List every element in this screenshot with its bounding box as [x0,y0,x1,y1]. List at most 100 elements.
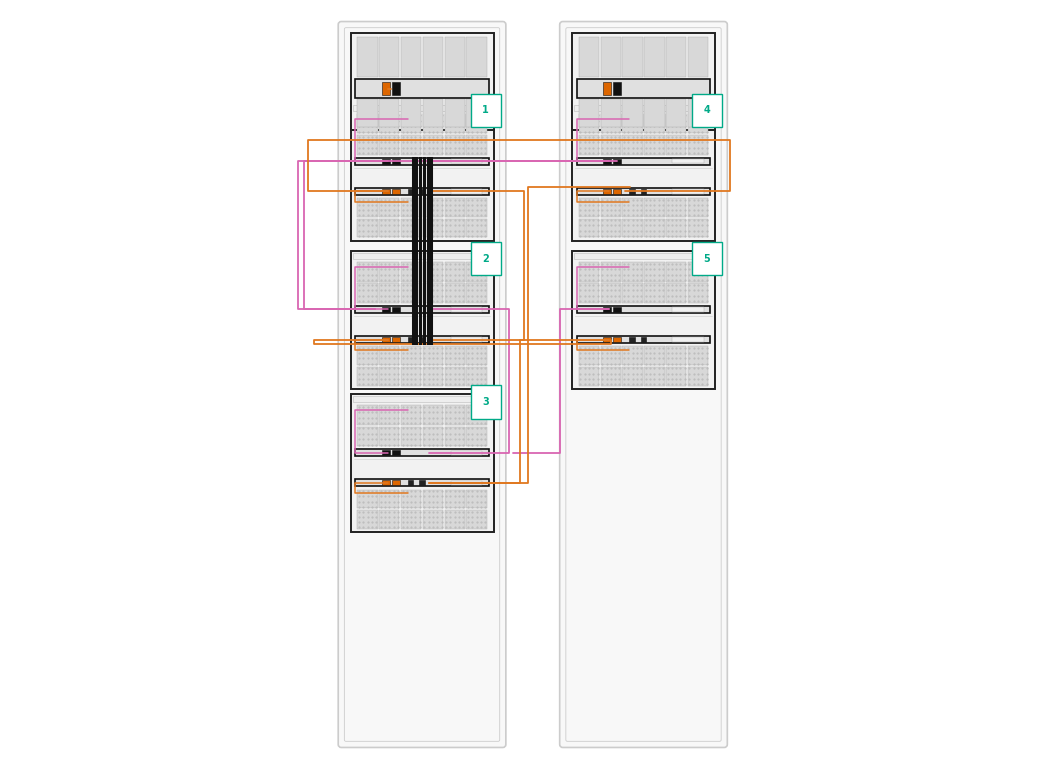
Bar [687,37,709,77]
Bar [666,218,686,238]
Bar [614,307,621,312]
Bar [445,198,465,217]
Bar [445,283,465,303]
Bar [466,198,486,217]
Bar [379,283,399,303]
Bar [666,283,686,303]
Bar [445,490,465,508]
Bar [687,198,709,217]
Bar [382,158,389,164]
Bar [445,346,465,365]
Bar [379,346,399,365]
Bar [358,367,378,386]
Bar [629,337,635,342]
Bar [422,405,443,425]
Bar [379,262,399,281]
Bar [422,367,443,386]
Bar [687,346,709,365]
FancyBboxPatch shape [338,22,505,747]
Bar [603,337,612,342]
Bar [422,114,443,134]
Bar [672,189,703,194]
Bar [466,218,486,238]
Bar [358,114,378,134]
Bar [666,367,686,386]
Bar [622,114,643,134]
Bar [422,37,443,77]
Bar [614,337,621,342]
Bar [445,427,465,446]
Bar [466,114,486,134]
Bar [355,158,489,165]
Bar [422,490,443,508]
Bar [401,262,421,281]
Bar [601,37,621,77]
Bar [572,251,715,389]
Bar [577,306,711,313]
FancyBboxPatch shape [560,22,728,747]
Bar [358,346,378,365]
Bar [622,283,643,303]
Bar [355,449,489,456]
Bar [622,198,643,217]
Bar [603,82,612,95]
Bar [451,481,482,485]
Text: 4: 4 [703,105,711,115]
Bar [645,198,665,217]
Bar [379,198,399,217]
Bar [379,510,399,529]
Bar [422,99,443,128]
Bar [666,37,686,77]
Bar [614,189,621,194]
Bar [451,189,482,194]
Bar [392,337,400,342]
Bar [379,114,399,134]
Bar [408,337,414,342]
Bar [445,367,465,386]
Bar [392,450,400,455]
Bar [601,99,621,128]
Bar [379,135,399,155]
Bar [687,114,709,134]
Bar [603,158,612,164]
Bar [645,135,665,155]
Bar [445,135,465,155]
Bar [603,189,612,194]
Bar [666,346,686,365]
Bar [445,262,465,281]
Bar [422,135,443,155]
Bar [466,262,486,281]
Bar [419,189,425,194]
Bar [353,396,492,402]
Bar [392,82,400,95]
Bar [687,262,709,281]
Bar [601,198,621,217]
Bar [601,262,621,281]
Bar [355,306,489,313]
Bar [622,262,643,281]
Bar [466,405,486,425]
Bar [601,114,621,134]
Bar [353,253,492,259]
Bar [466,490,486,508]
Bar [666,262,686,281]
Bar [379,427,399,446]
Bar [408,481,414,485]
Bar [445,99,465,128]
Bar [687,367,709,386]
Text: 1: 1 [482,105,489,115]
Bar [601,218,621,238]
Bar [614,158,621,164]
Bar [622,346,643,365]
Bar [353,105,492,111]
Bar [350,33,494,131]
Bar [666,135,686,155]
Bar [382,481,389,485]
Bar [601,283,621,303]
Bar [382,337,389,342]
Bar [645,99,665,128]
Text: 5: 5 [703,254,711,264]
Bar [379,367,399,386]
Bar [355,336,489,343]
Bar [382,189,389,194]
